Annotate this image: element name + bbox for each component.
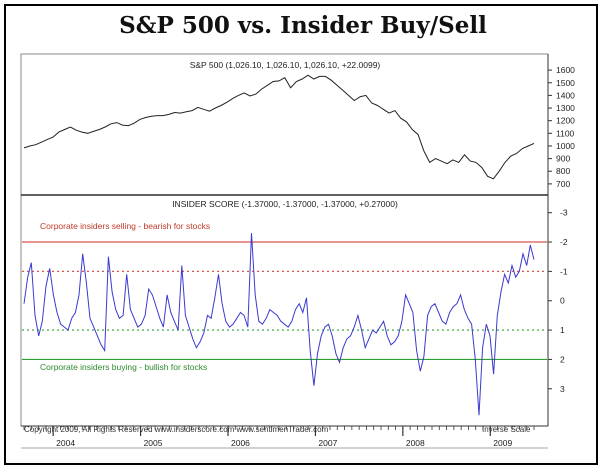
selling-annotation: Corporate insiders selling - bearish for…: [40, 221, 210, 231]
sp500-y-tick-label: 1400: [556, 90, 575, 100]
inverse-scale-note: Inverse Scale: [482, 425, 531, 434]
insider-y-tick-label: 0: [560, 296, 565, 306]
insider-y-tick-label: 2: [560, 354, 565, 364]
x-year-label: 2008: [406, 438, 425, 448]
sp500-series-label: S&P 500 (1,026.10, 1,026.10, 1,026.10, +…: [190, 60, 381, 70]
sp500-line: [23, 74, 535, 180]
chart-frame: S&P 500 vs. Insider Buy/Sell: [4, 4, 598, 465]
sp500-y-tick-label: 1600: [556, 65, 575, 75]
sp500-y-tick-label: 1200: [556, 116, 575, 126]
x-year-label: 2009: [493, 438, 512, 448]
buying-annotation: Corporate insiders buying - bullish for …: [40, 362, 207, 372]
insider-y-tick-label: -3: [560, 208, 568, 218]
insider-score-line: [23, 233, 535, 416]
sp500-y-tick-label: 1500: [556, 78, 575, 88]
insider-series-label: INSIDER SCORE (-1.37000, -1.37000, -1.37…: [172, 199, 398, 209]
insider-y-tick-label: 3: [560, 384, 565, 394]
x-year-label: 2006: [231, 438, 250, 448]
x-year-label: 2007: [318, 438, 337, 448]
insider-y-ticks: -3 -2 -1 0 1 2 3: [548, 208, 568, 394]
sp500-y-tick-label: 1100: [556, 128, 575, 138]
copyright-text: Copyright 2009, All Rights Reserved www.…: [24, 425, 329, 434]
chart-title: S&P 500 vs. Insider Buy/Sell: [119, 12, 487, 39]
sp500-y-tick-label: 1000: [556, 141, 575, 151]
x-year-label: 2004: [56, 438, 75, 448]
sp500-y-tick-label: 1300: [556, 103, 575, 113]
x-year-label: 2005: [144, 438, 163, 448]
sp500-y-tick-label: 800: [556, 166, 570, 176]
insider-y-tick-label: -1: [560, 266, 568, 276]
x-axis: 2004 2005 2006 2007 2008 2009: [21, 425, 548, 449]
insider-y-tick-label: 1: [560, 325, 565, 335]
insider-y-tick-label: -2: [560, 237, 568, 247]
sp500-y-tick-label: 900: [556, 154, 570, 164]
sp500-y-tick-label: 700: [556, 179, 570, 189]
sp500-y-ticks: 700 800 900 1000 1100 1200 1300 1400 1500 1600: [548, 65, 575, 189]
